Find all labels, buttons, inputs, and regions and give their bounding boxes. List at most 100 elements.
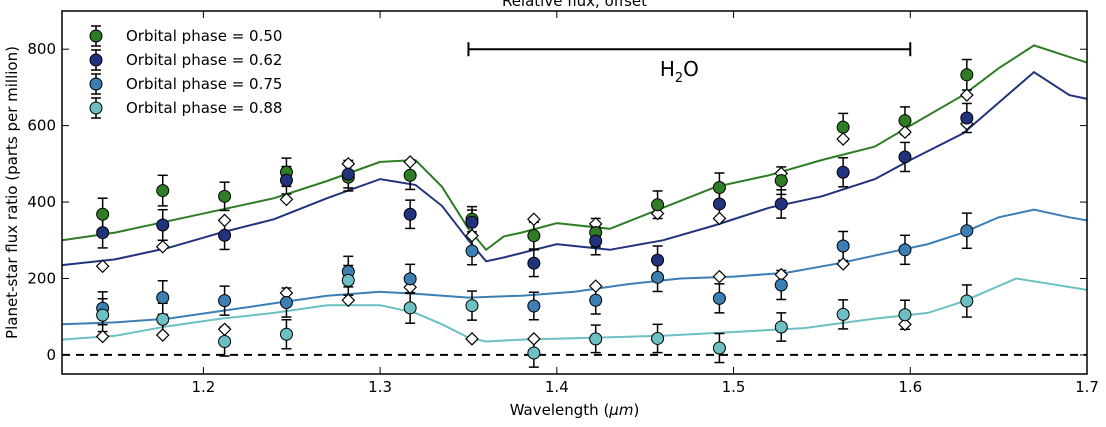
data-point-1-7 [527,256,541,270]
data-point-1-1 [156,218,170,232]
y-axis-label: Planet-star flux ratio (parts per millio… [3,46,21,339]
binned-marker-0-0 [95,259,110,274]
data-point-0-0 [96,207,110,221]
data-point-3-12 [836,307,850,321]
binned-marker-8-1 [588,279,603,293]
data-point-1-4 [341,167,355,181]
binned-marker-9-0 [650,206,665,221]
data-point-0-1 [156,184,170,198]
data-point-3-10 [712,341,726,355]
data-point-1-5 [403,207,417,221]
data-point-1-13 [898,150,912,164]
data-point-2-9 [651,270,665,284]
binned-marker-6-0 [465,228,479,243]
data-point-1-3 [279,173,293,187]
binned-marker-4-1 [341,293,356,308]
data-point-2-11 [774,278,788,292]
data-point-3-5 [403,301,417,315]
binned-marker-5-0 [403,155,417,169]
data-point-3-2 [218,335,232,349]
binned-marker-7-0 [527,212,541,227]
binned-marker-3-0 [279,192,294,207]
binned-marker-2-0 [217,213,232,228]
data-point-3-8 [589,332,603,346]
binned-marker-12-0 [836,132,850,146]
data-point-0-9 [651,198,665,212]
model-line-0 [61,44,1088,252]
data-point-2-3 [279,296,293,310]
legend-label-1: Orbital phase = 0.62 [126,51,282,69]
legend-label-3: Orbital phase = 0.88 [126,99,282,117]
data-point-2-12 [836,239,850,253]
legend-label-0: Orbital phase = 0.50 [126,27,282,45]
legend: Orbital phase = 0.50 Orbital phase = 0.62… [89,25,282,119]
annotation-label: H2O [660,57,699,86]
y-tick-label-0: 0 [46,346,56,364]
y-tick-label-3: 600 [27,117,56,135]
data-point-3-7 [527,346,541,360]
x-tick-label-1: 1.3 [368,378,392,396]
data-point-2-6 [465,244,479,258]
data-point-3-11 [774,320,788,334]
data-point-1-2 [218,228,232,242]
data-point-3-3 [279,327,293,341]
plot-frame [61,10,1088,375]
data-point-3-0 [96,308,110,322]
legend-label-2: Orbital phase = 0.75 [126,75,282,93]
data-point-3-4 [341,273,355,287]
binned-marker-12-1 [836,257,850,271]
binned-marker-13-0 [898,125,912,139]
data-point-2-14 [960,224,974,238]
binned-marker-6-1 [465,331,479,346]
data-point-0-5 [403,168,417,182]
data-point-3-1 [156,312,170,326]
binned-marker-0-1 [95,329,110,344]
model-lines [61,44,1088,343]
model-line-3 [61,277,1088,343]
data-point-0-12 [836,120,850,134]
legend-marker-0 [89,29,103,43]
data-point-2-10 [712,291,726,305]
binned-model-markers [95,88,974,346]
data-point-1-12 [836,165,850,179]
data-point-1-8 [589,234,603,248]
binned-marker-7-1 [527,331,541,346]
x-tick-label-4: 1.6 [898,378,922,396]
binned-marker-14-0 [959,88,974,102]
data-point-0-2 [218,189,232,203]
data-point-2-5 [403,272,417,286]
data-point-2-8 [589,293,603,307]
data-point-0-7 [527,229,541,243]
model-line-1 [61,70,1088,267]
legend-marker-1 [89,53,103,67]
binned-marker-1-0 [155,239,170,254]
binned-marker-10-1 [712,269,727,284]
y-tick-label-2: 400 [27,193,56,211]
data-point-2-2 [218,294,232,308]
data-point-3-14 [960,294,974,308]
data-point-1-11 [774,197,788,211]
y-tick-label-4: 800 [27,40,56,58]
model-line-2 [61,208,1088,326]
binned-marker-2-1 [217,322,232,337]
data-point-1-6 [465,215,479,229]
data-point-2-13 [898,243,912,257]
binned-marker-10-0 [712,211,727,226]
data-point-0-14 [960,68,974,82]
data-point-0-13 [898,114,912,128]
x-tick-label-0: 1.2 [191,378,215,396]
data-point-1-10 [712,197,726,211]
data-point-1-14 [960,111,974,125]
legend-marker-2 [89,77,103,91]
x-tick-label-5: 1.7 [1075,378,1099,396]
data-points [96,68,974,360]
data-point-3-9 [651,331,665,345]
data-point-2-1 [156,291,170,305]
data-point-0-10 [712,181,726,195]
data-point-1-9 [651,253,665,267]
data-point-1-0 [96,226,110,240]
data-point-2-7 [527,299,541,313]
chart-title: Relative flux, offset [502,0,647,10]
binned-marker-13-1 [898,317,912,332]
